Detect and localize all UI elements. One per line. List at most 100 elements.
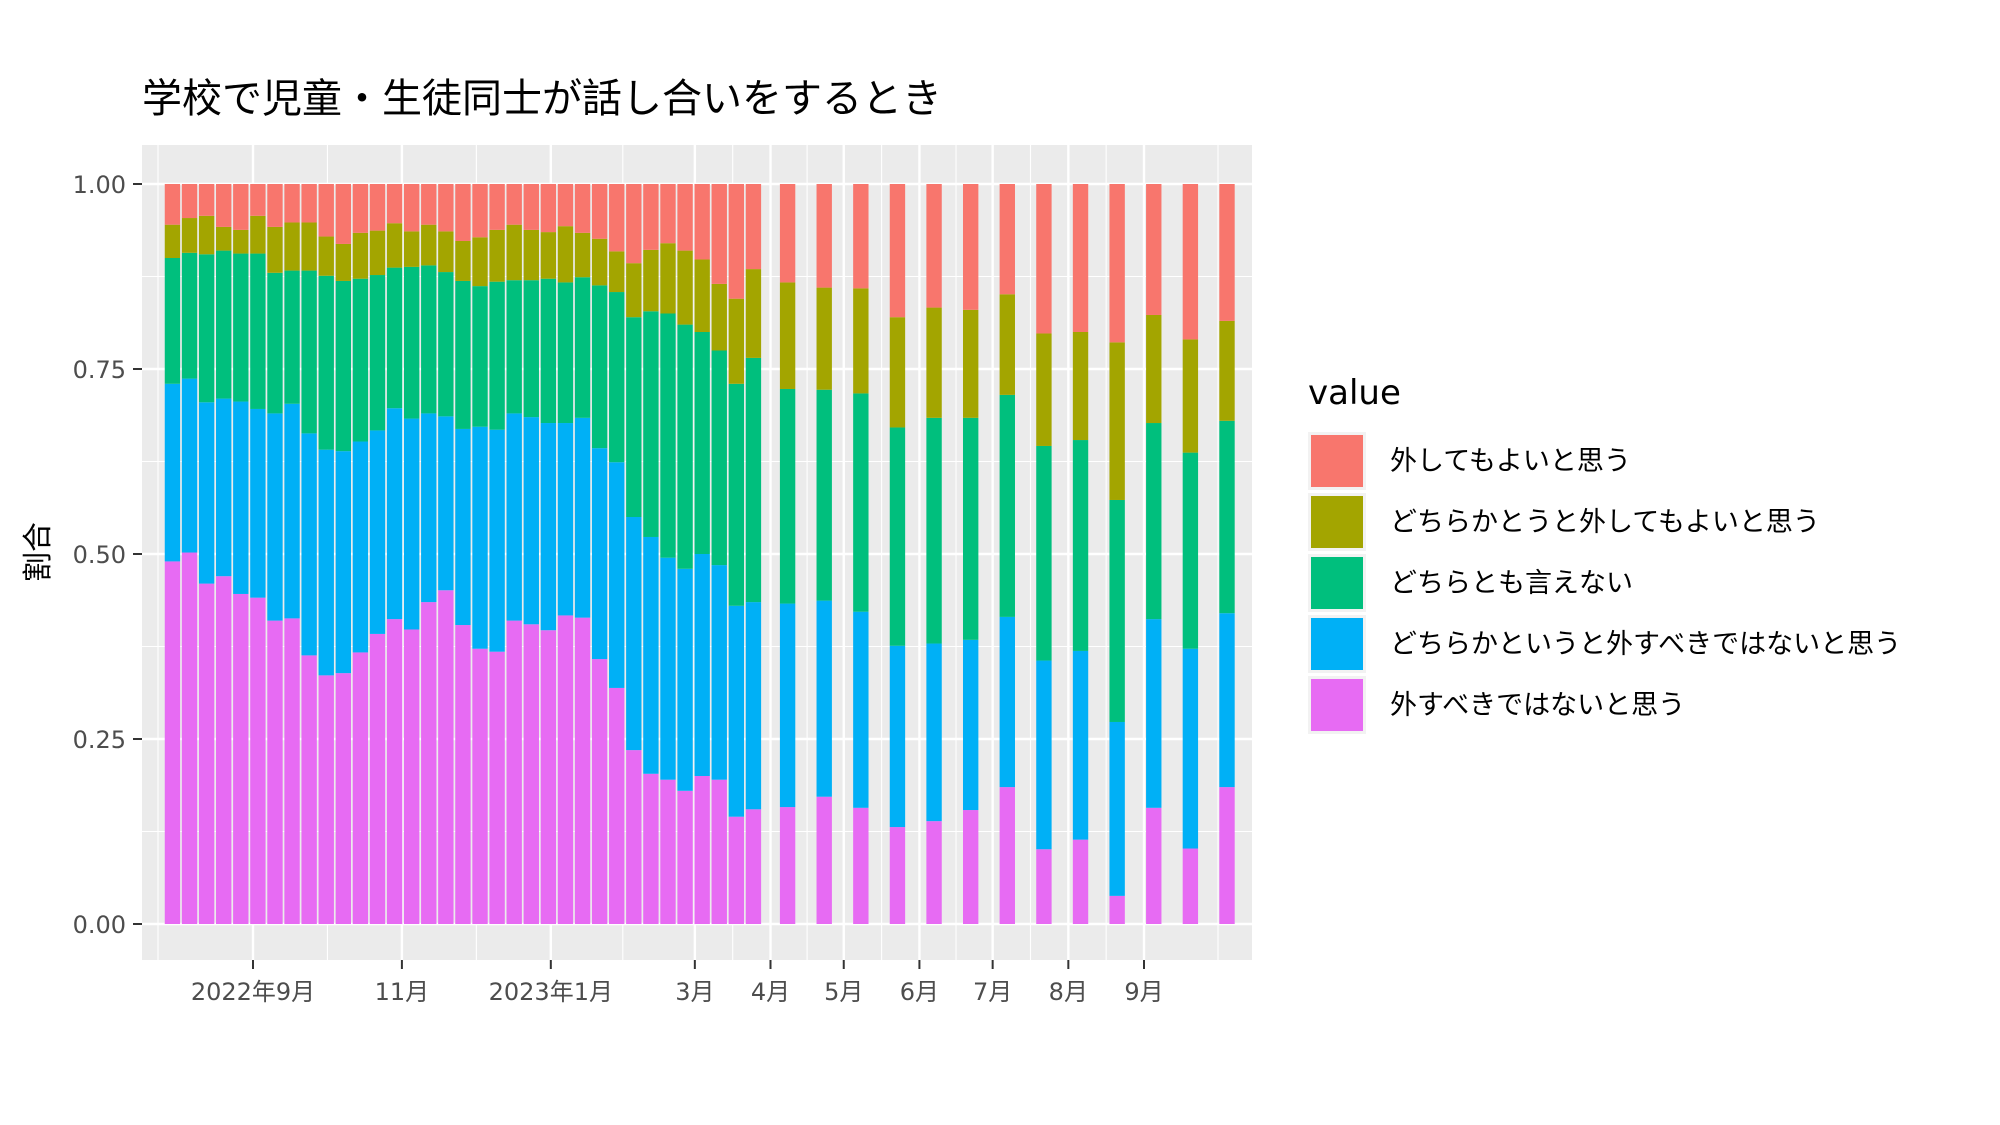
bar-segment [540, 278, 557, 424]
y-tick-label: 0.00 [73, 911, 126, 939]
legend-swatch [1311, 435, 1363, 487]
bar-segment [523, 417, 539, 625]
bar-segment [1146, 423, 1162, 620]
bar-segment [677, 790, 693, 924]
bar-segment [164, 561, 181, 924]
bar-segment [216, 398, 232, 577]
bar-segment [216, 184, 232, 227]
bar-segment [1219, 184, 1235, 321]
bar-segment [421, 413, 437, 603]
bar-segment [574, 417, 591, 618]
legend-label: どちらとも言えない [1390, 568, 1633, 599]
legend-label: 外すべきではないと思う [1390, 690, 1685, 721]
bars [164, 184, 1235, 924]
bar-segment [198, 402, 215, 584]
bar-segment [1146, 619, 1162, 808]
bar-segment [489, 651, 505, 924]
legend-label: どちらかとうと外してもよいと思う [1390, 507, 1820, 538]
legend-swatch [1311, 496, 1363, 548]
bar-segment [574, 617, 591, 924]
bar-segment [557, 615, 574, 924]
bar-segment [816, 600, 832, 797]
bar-segment [779, 807, 796, 924]
bar-segment [335, 451, 352, 674]
bar-segment [523, 229, 539, 281]
bar-segment [626, 517, 642, 751]
bar-segment [1146, 184, 1162, 315]
bar-segment [472, 286, 488, 427]
bar-segment [455, 240, 471, 281]
x-tick-label: 6月 [900, 978, 939, 1006]
bar-segment [301, 184, 317, 223]
bar-segment [1036, 445, 1052, 661]
bar-segment [557, 423, 574, 616]
bar-segment [926, 417, 942, 644]
bar-segment [250, 215, 266, 254]
y-tick-label: 0.25 [73, 726, 126, 754]
bar-segment [216, 250, 232, 399]
bar-segment [403, 266, 420, 419]
bar-segment [626, 184, 642, 264]
bar-segment [472, 426, 488, 649]
bar-segment [999, 394, 1015, 617]
x-tick-label: 2022年9月 [191, 978, 315, 1006]
legend-items: 外してもよいと思うどちらかとうと外してもよいと思うどちらとも言えないどちらかとい… [1308, 432, 1901, 734]
bar-segment [745, 357, 762, 603]
bar-segment [889, 427, 906, 646]
bar-segment [301, 270, 317, 434]
bar-segment [1072, 184, 1089, 332]
bar-segment [1219, 420, 1235, 614]
bar-segment [267, 184, 283, 227]
bar-segment [198, 254, 215, 403]
bar-segment [1219, 320, 1235, 421]
bar-segment [284, 184, 300, 223]
x-tick-label: 4月 [751, 978, 790, 1006]
bar-segment [1182, 848, 1199, 924]
bar-segment [267, 413, 283, 621]
bar-segment [962, 810, 979, 924]
bar-segment [455, 625, 471, 924]
bar-segment [999, 616, 1015, 788]
bar-segment [421, 602, 437, 924]
bar-segment [711, 779, 727, 924]
bar-segment [1182, 452, 1199, 649]
bar-segment [1109, 342, 1125, 500]
bar-segment [489, 184, 505, 230]
bar-segment [728, 184, 745, 299]
bar-segment [386, 223, 403, 268]
bar-segment [403, 184, 420, 232]
bar-segment [816, 184, 832, 288]
bar-segment [694, 184, 710, 260]
bar-segment [506, 224, 522, 281]
bar-segment [779, 388, 796, 604]
x-tick-label: 11月 [375, 978, 430, 1006]
bar-segment [369, 184, 386, 231]
bar-segment [1036, 184, 1052, 334]
bar-segment [609, 462, 625, 688]
y-axis-title: 割合 [21, 522, 56, 582]
bar-segment [853, 393, 869, 612]
bar-segment [386, 267, 403, 409]
bar-segment [1036, 849, 1052, 924]
bar-segment [816, 287, 832, 390]
legend-swatch [1311, 618, 1363, 670]
bar-segment [745, 269, 762, 358]
bar-segment [1146, 807, 1162, 924]
bar-segment [1109, 721, 1125, 896]
bar-segment [233, 401, 249, 594]
x-tick-label: 8月 [1049, 978, 1088, 1006]
x-tick-label: 9月 [1124, 978, 1163, 1006]
bar-segment [1036, 660, 1052, 850]
bar-segment [694, 776, 710, 924]
bar-segment [660, 313, 676, 558]
bar-segment [626, 263, 642, 318]
bar-segment [962, 309, 979, 418]
bar-segment [728, 298, 745, 384]
bar-segment [816, 389, 832, 601]
bar-segment [853, 611, 869, 808]
bar-segment [352, 184, 369, 233]
bar-segment [523, 280, 539, 418]
bar-segment [335, 280, 352, 452]
bar-segment [926, 643, 942, 822]
bar-segment [591, 238, 608, 286]
